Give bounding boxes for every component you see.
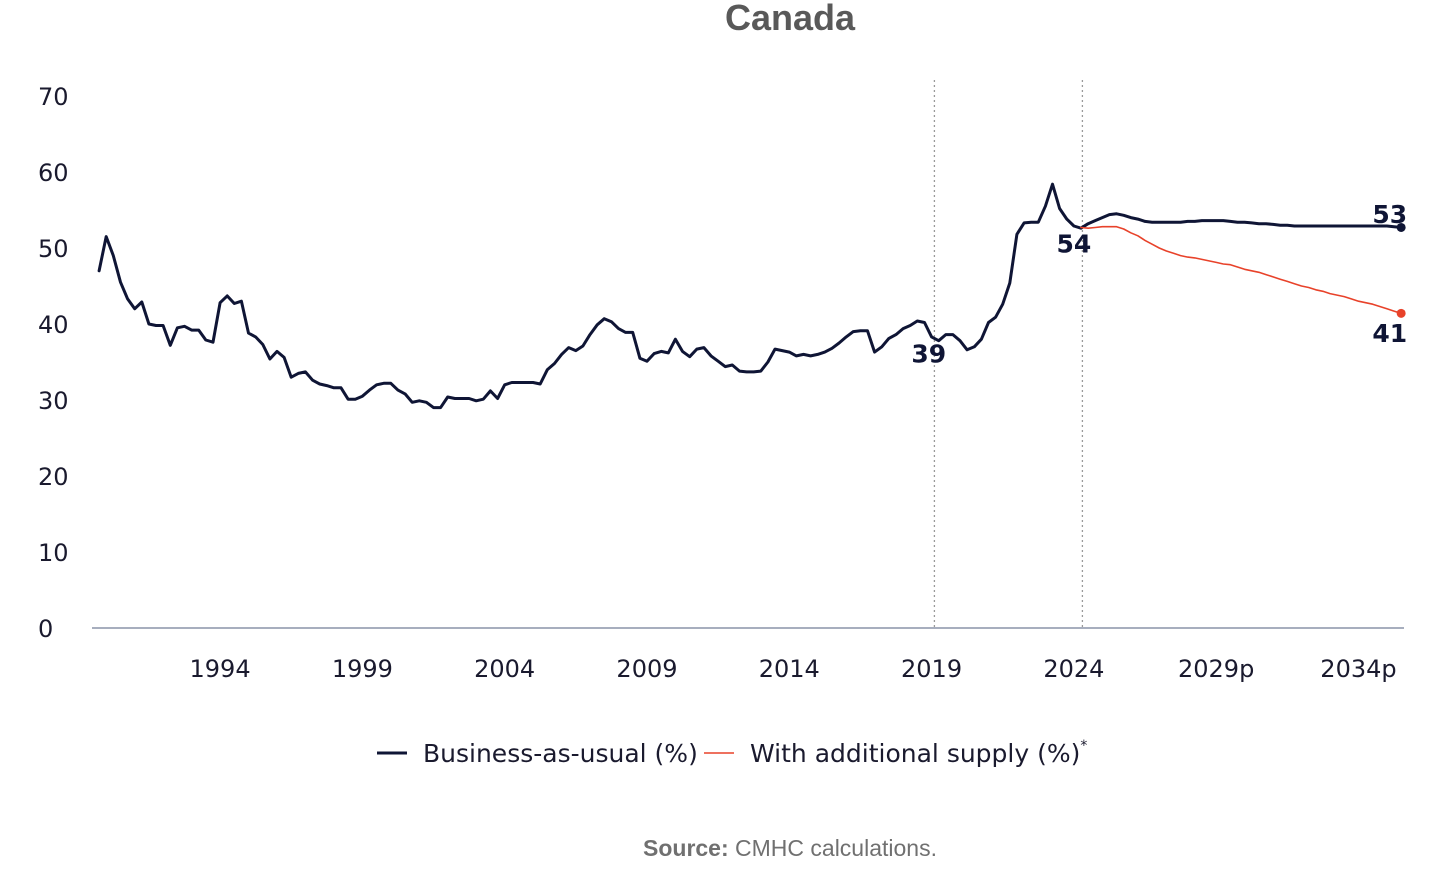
period-divider-lines [933, 80, 1084, 628]
x-tick-label: 2004 [474, 655, 535, 683]
source-label: Source: [643, 835, 729, 861]
x-tick-label: 2014 [759, 655, 820, 683]
x-tick-label: 2024 [1043, 655, 1104, 683]
data-label: 54 [1056, 229, 1091, 258]
source-note: Source: CMHC calculations. [643, 835, 937, 861]
y-tick-label: 60 [38, 159, 69, 187]
x-tick-label: 2029p [1178, 655, 1254, 683]
legend-footnote-mark: * [1080, 738, 1087, 754]
data-label: 39 [911, 340, 946, 369]
series-group [97, 182, 1406, 410]
series-end-marker [1396, 222, 1406, 232]
x-tick-label: 2009 [616, 655, 677, 683]
data-labels: 39 54 53 41 [911, 200, 1407, 369]
series-line-additional-supply [1080, 225, 1402, 315]
y-tick-label: 70 [38, 83, 69, 111]
y-axis-ticks: 0 10 20 30 40 50 60 70 [38, 83, 69, 643]
legend-label: With additional supply (%)* [750, 738, 1087, 768]
x-tick-label: 1994 [190, 655, 251, 683]
series-line-business-as-usual [97, 182, 1403, 410]
x-tick-label: 1999 [332, 655, 393, 683]
y-tick-label: 0 [38, 615, 53, 643]
y-tick-label: 50 [38, 235, 69, 263]
legend: Business-as-usual (%) With additional sup… [377, 738, 1087, 768]
series-end-marker [1396, 308, 1406, 318]
data-label: 53 [1372, 200, 1407, 229]
legend-label: Business-as-usual (%) [423, 739, 698, 768]
y-tick-label: 10 [38, 539, 69, 567]
chart-title: Canada [725, 0, 856, 38]
data-label: 41 [1372, 319, 1407, 348]
y-tick-label: 20 [38, 463, 69, 491]
source-text: CMHC calculations. [729, 835, 937, 861]
y-tick-label: 40 [38, 311, 69, 339]
x-axis-ticks: 1994 1999 2004 2009 2014 2019 2024 2029p 2034p [190, 655, 1397, 683]
x-tick-label: 2019 [901, 655, 962, 683]
x-tick-label: 2034p [1320, 655, 1396, 683]
y-tick-label: 30 [38, 387, 69, 415]
